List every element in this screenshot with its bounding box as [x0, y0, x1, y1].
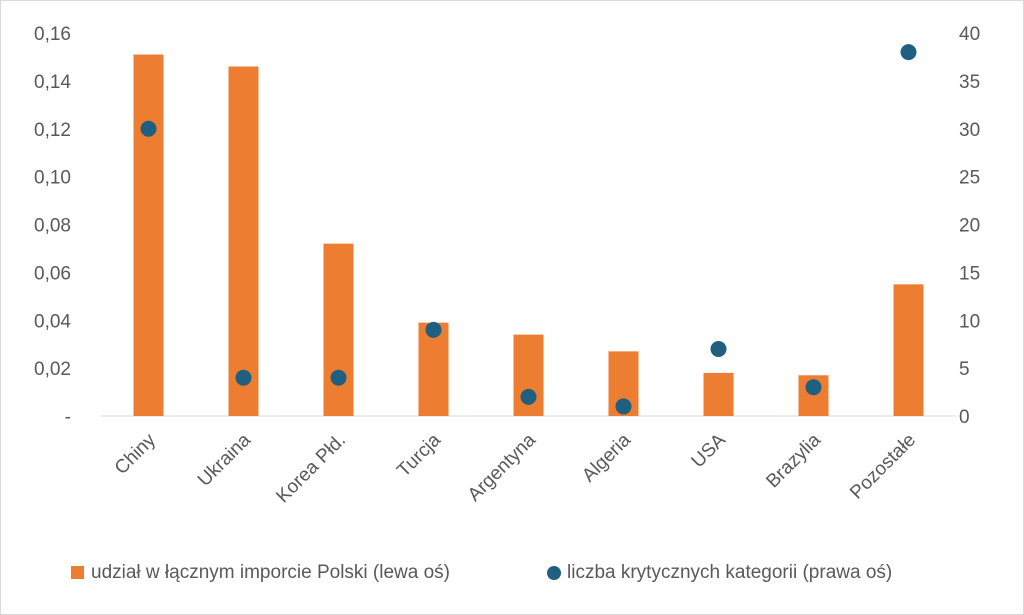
bar — [418, 322, 449, 416]
y-right-tick-label: 30 — [959, 120, 980, 141]
category-label: Korea Płd. — [272, 430, 350, 508]
y-left-tick-label: 0,02 — [34, 359, 71, 380]
category-label: Chiny — [111, 429, 161, 479]
y-left-tick-label: 0,16 — [34, 24, 71, 45]
scatter-point — [615, 398, 632, 415]
bar — [893, 284, 924, 416]
category-label: Ukraina — [194, 429, 255, 490]
scatter-point — [235, 369, 252, 386]
bar — [703, 372, 734, 416]
legend-swatch-scatter — [547, 566, 561, 580]
legend-label-bar: udział w łącznym imporcie Polski (lewa o… — [91, 562, 450, 583]
category-label: Argentyna — [464, 429, 540, 505]
y-right-tick-label: 25 — [959, 168, 980, 189]
category-label: Pozostałe — [846, 430, 920, 504]
y-left-tick-label: 0,10 — [34, 168, 71, 189]
y-left-tick-label: 0,08 — [34, 216, 71, 237]
category-label: Turcja — [393, 429, 445, 481]
y-right-tick-label: 0 — [959, 407, 970, 428]
scatter-point — [425, 321, 442, 338]
y-right-tick-label: 15 — [959, 263, 980, 284]
y-left-tick-label: 0,12 — [34, 120, 71, 141]
legend-swatch-bar — [71, 566, 84, 579]
y-left-tick-label: - — [65, 407, 71, 428]
y-right-tick-label: 10 — [959, 311, 980, 332]
bar — [133, 54, 164, 416]
scatter-point — [805, 379, 822, 396]
category-label: USA — [688, 429, 731, 472]
scatter-point — [140, 120, 157, 137]
y-right-tick-label: 5 — [959, 359, 970, 380]
y-right-tick-label: 40 — [959, 24, 980, 45]
category-label: Algeria — [578, 429, 635, 486]
bar — [228, 66, 259, 416]
y-right-tick-label: 20 — [959, 216, 980, 237]
scatter-point — [900, 44, 917, 61]
bar — [323, 243, 354, 416]
scatter-point — [330, 369, 347, 386]
y-left-tick-label: 0,06 — [34, 263, 71, 284]
scatter-point — [710, 340, 727, 357]
y-left-tick-label: 0,04 — [34, 311, 71, 332]
y-left-tick-label: 0,14 — [34, 72, 71, 93]
category-label: Brazylia — [762, 429, 825, 492]
legend-label-scatter: liczba krytycznych kategorii (prawa oś) — [567, 562, 892, 583]
y-right-tick-label: 35 — [959, 72, 980, 93]
scatter-point — [520, 388, 537, 405]
